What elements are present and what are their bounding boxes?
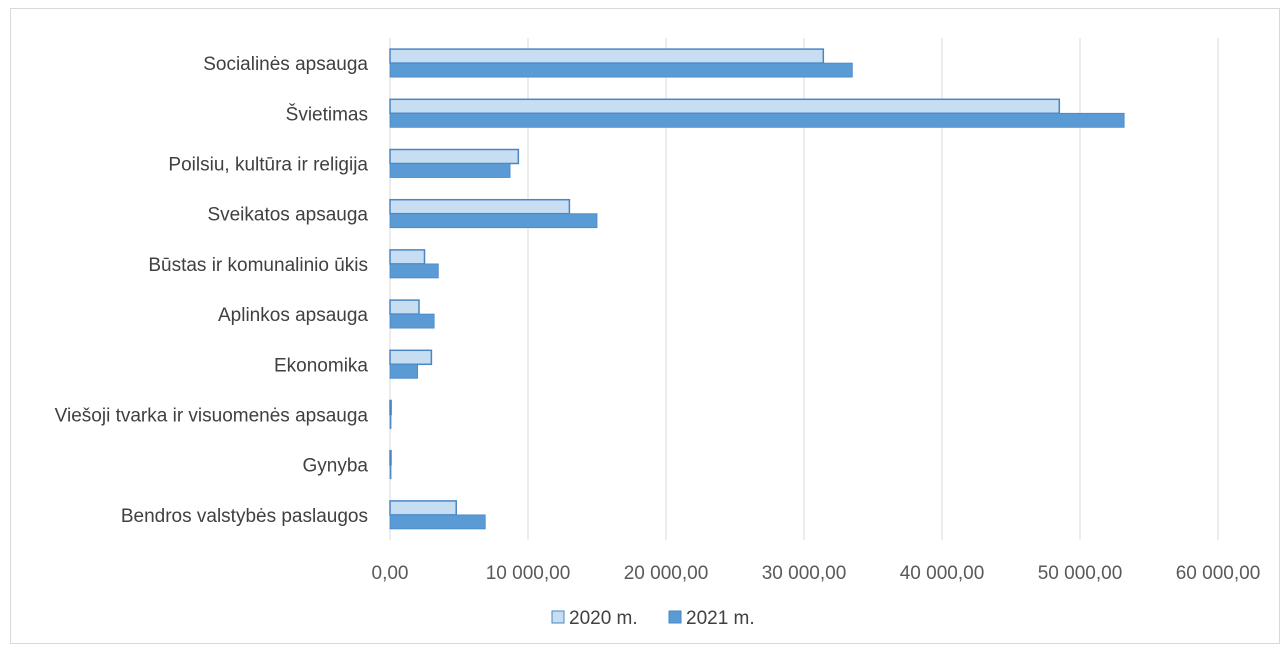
x-tick-label: 50 000,00 xyxy=(1038,563,1123,584)
bar-2020 xyxy=(389,399,392,416)
bars xyxy=(389,48,1125,530)
x-tick-label: 60 000,00 xyxy=(1176,563,1261,584)
category-label: Poilsiu, kultūra ir religija xyxy=(168,155,368,176)
bar-2020 xyxy=(389,299,420,315)
bar-2020 xyxy=(389,249,426,265)
bar-2021 xyxy=(389,112,1125,128)
bar-2020 xyxy=(389,449,392,466)
category-labels: Socialinės apsauga Švietimas Poilsiu, kult… xyxy=(55,54,369,527)
category-label: Švietimas xyxy=(286,103,368,125)
x-axis-tick-labels: 0,00 10 000,00 20 000,00 30 000,00 40 000,00… xyxy=(372,563,1261,584)
category-label: Viešoji tvarka ir visuomenės apsauga xyxy=(55,406,369,427)
category-label: Būstas ir komunalinio ūkis xyxy=(148,255,368,276)
category-label: Socialinės apsauga xyxy=(203,54,368,75)
category-label: Gynyba xyxy=(303,456,369,477)
bar-2020 xyxy=(389,48,825,64)
x-tick-label: 10 000,00 xyxy=(486,563,571,584)
category-label: Ekonomika xyxy=(274,355,368,376)
bar-2020 xyxy=(389,148,520,165)
bar-2021 xyxy=(389,263,439,279)
legend: 2020 m. 2021 m. xyxy=(551,608,755,629)
bar-2021 xyxy=(389,163,511,178)
legend-swatch-2020 xyxy=(551,610,565,624)
x-tick-label: 40 000,00 xyxy=(900,563,985,584)
bar-2020 xyxy=(389,98,1061,115)
bar-2020 xyxy=(389,500,457,516)
bar-2021 xyxy=(389,464,392,480)
category-label: Sveikatos apsauga xyxy=(207,205,368,226)
legend-label-2021: 2021 m. xyxy=(686,608,755,629)
bar-2021 xyxy=(389,363,419,379)
legend-label-2020: 2020 m. xyxy=(569,608,638,629)
bar-2020 xyxy=(389,198,571,215)
bar-2021 xyxy=(389,313,435,329)
x-tick-label: 0,00 xyxy=(372,563,409,584)
x-tick-label: 20 000,00 xyxy=(624,563,709,584)
x-tick-label: 30 000,00 xyxy=(762,563,847,584)
bar-2020 xyxy=(389,349,433,366)
bar-2021 xyxy=(389,62,853,78)
bar-2021 xyxy=(389,514,486,530)
legend-swatch-2021 xyxy=(668,610,682,624)
category-label: Aplinkos apsauga xyxy=(218,305,368,326)
category-label: Bendros valstybės paslaugos xyxy=(121,506,368,527)
bar-2021 xyxy=(389,414,392,429)
bar-2021 xyxy=(389,213,598,229)
